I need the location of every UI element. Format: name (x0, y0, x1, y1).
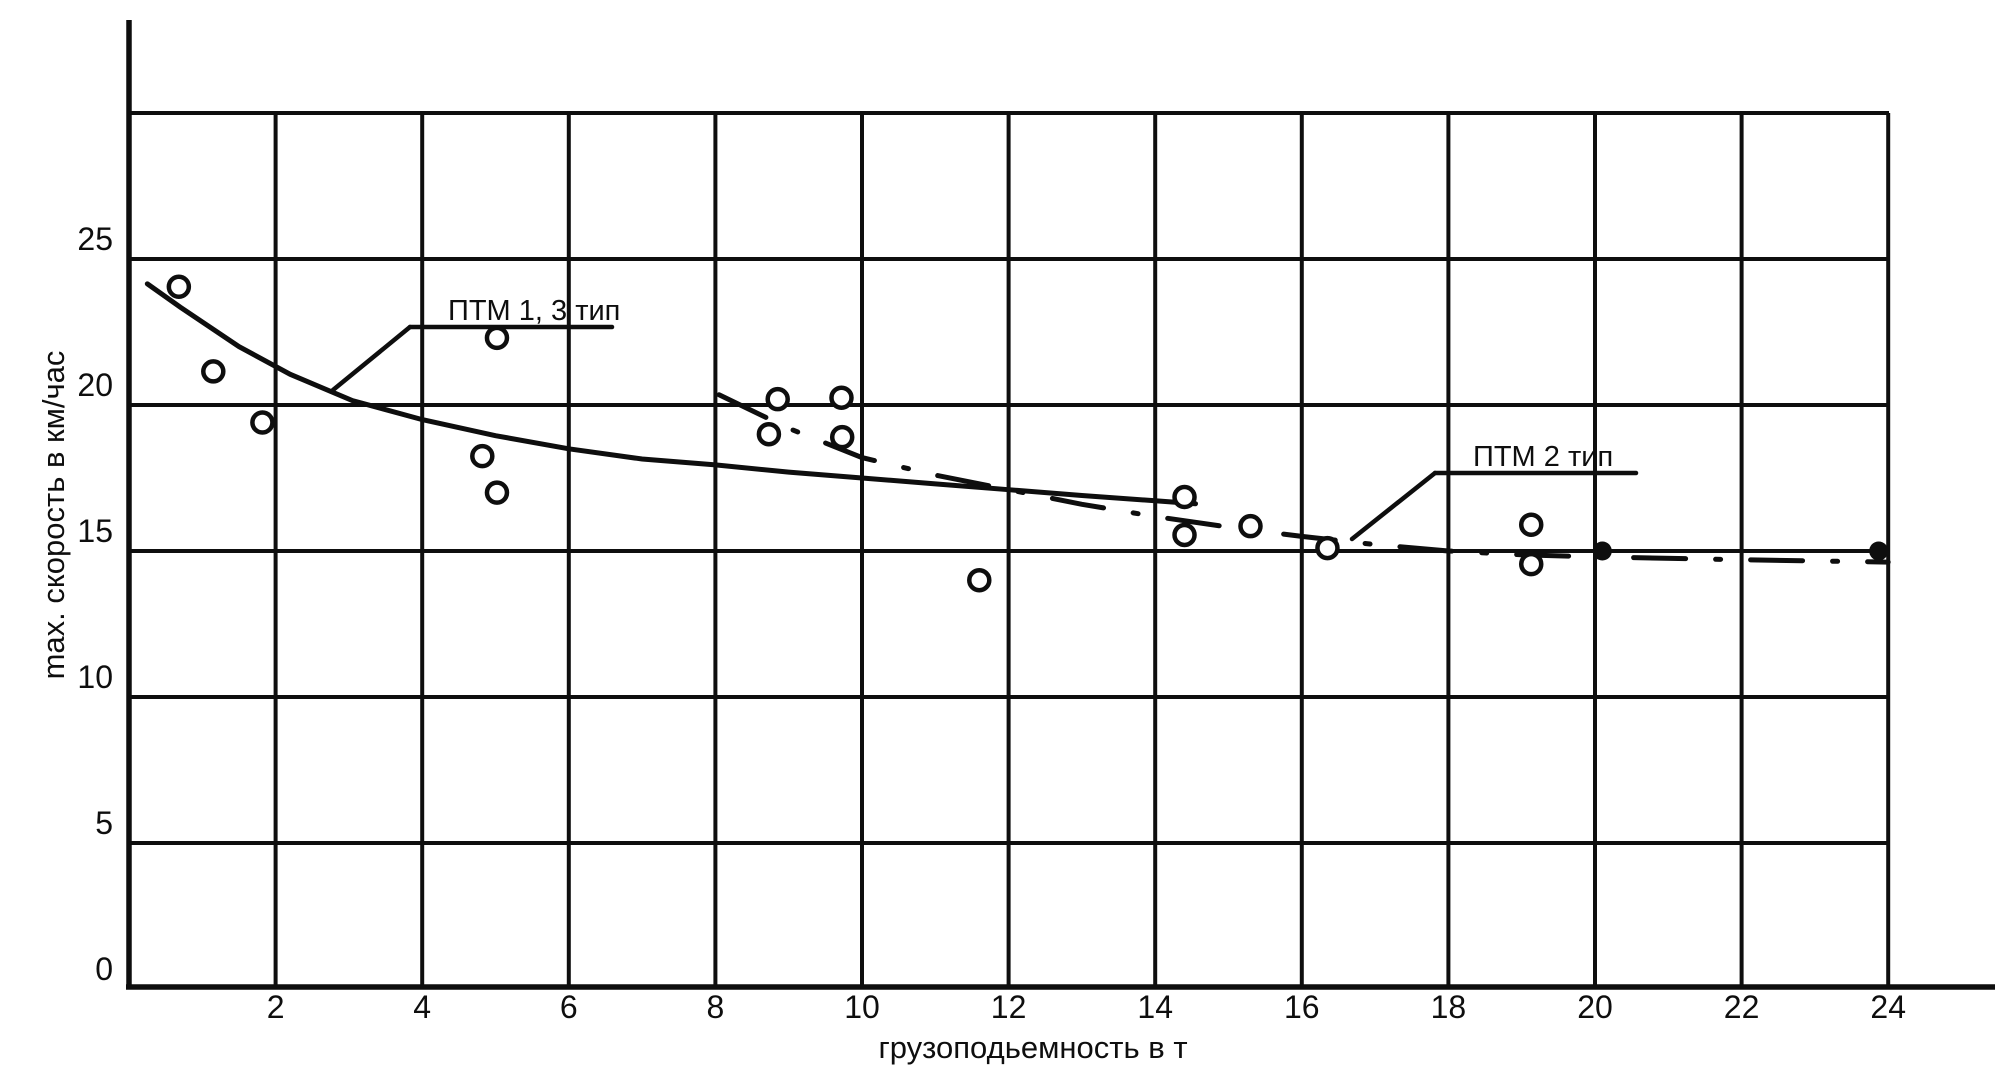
y-tick-label: 20 (77, 367, 113, 403)
data-point (967, 567, 992, 593)
x-tick-label: 8 (707, 989, 725, 1025)
x-tick-label: 24 (1870, 989, 1906, 1025)
annotation-leader-line (330, 324, 413, 393)
y-tick-label: 15 (77, 513, 113, 549)
data-point (1172, 522, 1197, 548)
y-tick-label: 25 (77, 221, 113, 257)
x-axis-title: грузоподьемность в т (878, 1030, 1187, 1065)
x-tick-label: 22 (1724, 989, 1760, 1025)
x-tick-label: 4 (413, 989, 431, 1025)
data-point (250, 410, 275, 435)
annotation-leader-line (1349, 470, 1438, 542)
annotation-ptm-1-3: ПТМ 1, 3 тип (330, 295, 620, 393)
fit-line-solid (144, 281, 1199, 507)
data-point (166, 274, 192, 299)
y-tick-label: 0 (95, 951, 113, 987)
x-tick-label: 20 (1577, 989, 1613, 1025)
x-tick-label: 12 (991, 989, 1027, 1025)
data-point (470, 443, 495, 469)
data-point-filled (1592, 541, 1612, 561)
data-point (1518, 512, 1544, 537)
x-tick-label: 10 (844, 989, 880, 1025)
annotation-label-ptm-1-3: ПТМ 1, 3 тип (448, 295, 620, 327)
data-point (201, 359, 226, 384)
y-tick-label: 5 (95, 805, 113, 841)
x-tick-label: 18 (1431, 989, 1467, 1025)
data-point-filled (1869, 541, 1889, 561)
data-point (1172, 484, 1197, 510)
fit-line-dashed (716, 392, 1891, 565)
annotation-label-ptm-2: ПТМ 2 тип (1473, 441, 1613, 473)
y-tick-label: 10 (77, 659, 113, 695)
data-point (1315, 535, 1340, 561)
data-point (1238, 513, 1263, 539)
x-tick-label: 16 (1284, 989, 1320, 1025)
data-point (829, 385, 854, 410)
data-point (484, 325, 510, 351)
data-point (756, 421, 782, 447)
x-tick-label: 6 (560, 989, 578, 1025)
data-point (829, 424, 855, 450)
data-point (1518, 551, 1544, 577)
data-point (484, 480, 510, 505)
data-point (765, 386, 790, 412)
y-axis-title: max. скорость в км/час (36, 351, 71, 680)
x-tick-label: 2 (267, 989, 285, 1025)
annotation-ptm-2: ПТМ 2 тип (1349, 441, 1639, 542)
x-tick-label: 14 (1137, 989, 1173, 1025)
